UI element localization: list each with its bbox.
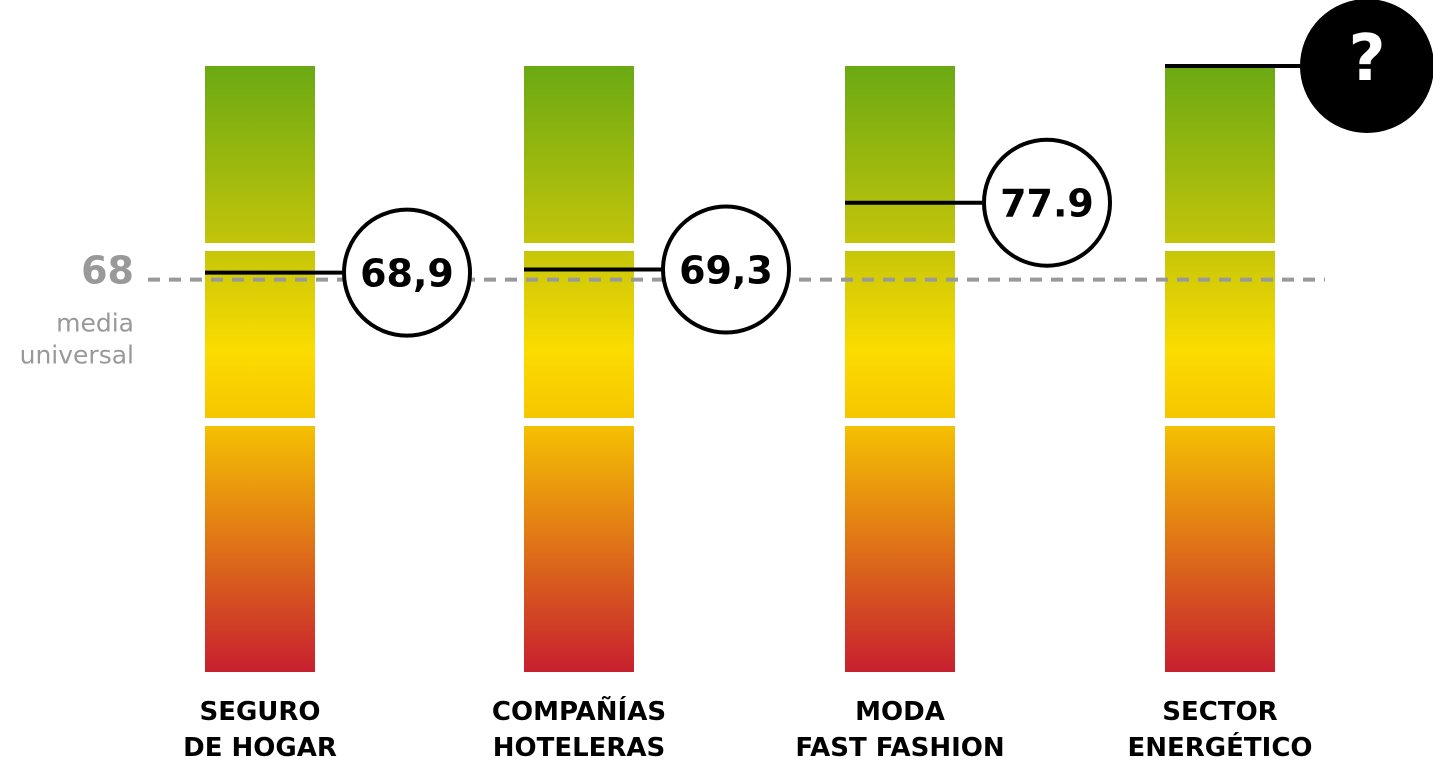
marker-bubble xyxy=(342,207,472,338)
gauge-gap xyxy=(524,418,634,426)
category-label: ENERGÉTICO xyxy=(1128,731,1313,763)
value-label: 77.9 xyxy=(1000,182,1094,226)
reference-label: media xyxy=(56,309,134,338)
gauge-gap xyxy=(1165,243,1275,251)
gauge-gap xyxy=(205,243,315,251)
category-label: HOTELERAS xyxy=(493,733,666,763)
gauge-bar xyxy=(205,66,315,672)
value-label: 68,9 xyxy=(360,252,454,296)
category-label: DE HOGAR xyxy=(183,733,337,763)
gauge-gap xyxy=(845,243,955,251)
value-label: ? xyxy=(1348,22,1385,96)
gauge-gap xyxy=(205,418,315,426)
gauge-gap xyxy=(524,243,634,251)
value-label: 69,3 xyxy=(679,249,773,293)
reference-label: universal xyxy=(20,341,134,370)
category-label: COMPAÑÍAS xyxy=(492,695,666,727)
gauge-gap xyxy=(1165,418,1275,426)
gauge-bar xyxy=(845,66,955,672)
category-label: SEGURO xyxy=(199,697,320,727)
marker-bubble xyxy=(982,137,1112,268)
marker-bubble xyxy=(1300,0,1433,133)
reference-value: 68 xyxy=(81,249,134,293)
gauge-bar xyxy=(1165,66,1275,672)
category-label: SECTOR xyxy=(1162,697,1277,727)
gauge-bar xyxy=(524,66,634,672)
category-label: FAST FASHION xyxy=(795,733,1004,763)
gauge-gap xyxy=(845,418,955,426)
marker-bubble xyxy=(661,204,791,335)
category-label: MODA xyxy=(855,697,945,727)
